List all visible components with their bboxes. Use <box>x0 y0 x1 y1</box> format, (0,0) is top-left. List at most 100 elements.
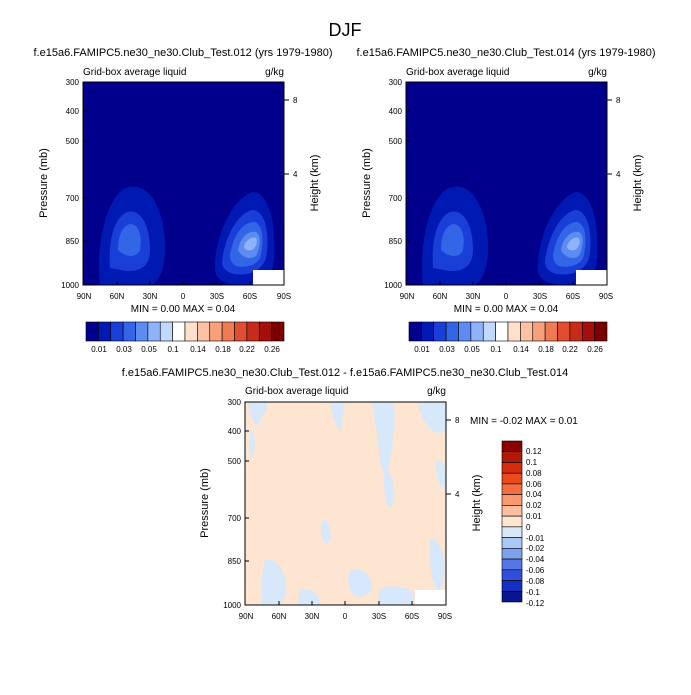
panel-b-ytick-2: 500 <box>389 137 403 146</box>
panel-b-colorbar-swatch-15 <box>594 321 608 342</box>
panel-c-contour-neg-8 <box>321 519 331 544</box>
panel-c-ytick-0: 300 <box>228 398 242 407</box>
panel-b-cbar-label-7: 0.26 <box>587 345 603 354</box>
panel-a-stats: MIN = 0.00 MAX = 0.04 <box>131 304 236 315</box>
panel-b-xtick-5: 60S <box>566 292 580 301</box>
panel-c-ytick-2: 500 <box>228 457 242 466</box>
panel-c-colorbar-swatch-11 <box>501 558 523 571</box>
panel-a-ylabel-right: Height (km) <box>309 155 321 212</box>
panel-a-title: f.e15a6.FAMIPC5.ne30_ne30.Club_Test.012 … <box>33 47 332 59</box>
panel-b-x-ticks: 90N 60N 30N 0 30S 60S 90S <box>400 281 613 301</box>
panel-c-yrtick-1: 4 <box>455 490 460 499</box>
panel-b-xtick-1: 60N <box>433 292 448 301</box>
panel-b-colorbar-swatch-12 <box>557 321 571 342</box>
panel-b-yrtick-0: 8 <box>616 96 621 105</box>
panel-c-contour-neg-1 <box>248 402 268 426</box>
panel-c-y-right-ticks: 8 4 <box>446 416 460 499</box>
panel-a-xtick-2: 30N <box>143 292 158 301</box>
panel-c-ytick-3: 700 <box>228 514 242 523</box>
panel-a-cbar-label-6: 0.22 <box>239 345 255 354</box>
panel-b-ytick-0: 300 <box>389 78 403 87</box>
panel-a-cbar-label-5: 0.18 <box>215 345 231 354</box>
panel-c-cbar-label-8: -0.01 <box>526 534 545 543</box>
panel-b-colorbar-swatch-7 <box>495 321 509 342</box>
panel-b: f.e15a6.FAMIPC5.ne30_ne30.Club_Test.014 … <box>356 47 655 354</box>
panel-b-colorbar-labels: 0.01 0.03 0.05 0.1 0.14 0.18 0.22 0.26 <box>414 345 603 354</box>
panel-b-y-right-ticks: 8 4 <box>607 96 621 179</box>
panel-b-subtitle-right: g/kg <box>588 67 607 78</box>
panel-c-ylabel-right: Height (km) <box>471 475 483 532</box>
panel-b-colorbar-swatch-11 <box>544 321 558 342</box>
panel-c-cbar-label-14: -0.12 <box>526 599 545 608</box>
panel-c-subtitle-left: Grid-box average liquid <box>245 386 348 397</box>
panel-a-ylabel: Pressure (mb) <box>38 148 50 218</box>
panel-b-contour-sh-5 <box>567 237 580 251</box>
panel-c-colorbar-swatch-12 <box>501 569 523 581</box>
panel-c-contour-neg-12 <box>378 586 414 605</box>
panel-b-colorbar-swatch-8 <box>507 321 521 342</box>
panel-b-stats: MIN = 0.00 MAX = 0.04 <box>454 304 559 315</box>
panel-a-cbar-label-7: 0.26 <box>264 345 280 354</box>
panel-a-ytick-2: 500 <box>66 137 80 146</box>
panel-c-stats: MIN = -0.02 MAX = 0.01 <box>470 416 578 427</box>
panel-a-x-ticks: 90N 60N 30N 0 30S 60S 90S <box>77 281 291 301</box>
panel-a-ytick-5: 1000 <box>61 281 79 290</box>
panel-a-colorbar-swatch-4 <box>135 321 149 342</box>
panel-c-colorbar-swatch-8 <box>501 526 523 538</box>
panel-c-colorbar-swatch-3 <box>501 472 523 485</box>
panel-c-colorbar-swatch-9 <box>501 537 523 549</box>
panel-a-cbar-label-1: 0.03 <box>116 345 132 354</box>
panel-c-xtick-0: 90N <box>239 612 254 621</box>
panel-a-xtick-6: 90S <box>277 292 291 301</box>
panel-a-ytick-4: 850 <box>66 237 80 246</box>
panel-b-cbar-label-2: 0.05 <box>464 345 480 354</box>
panel-a-colorbar-labels: 0.01 0.03 0.05 0.1 0.14 0.18 0.22 0.26 <box>91 345 280 354</box>
panel-a-colorbar-swatch-5 <box>147 321 161 342</box>
panel-a-subtitle-left: Grid-box average liquid <box>83 67 186 78</box>
panel-a-yrtick-0: 8 <box>293 96 298 105</box>
panel-b-field <box>406 82 607 285</box>
panel-c-contour-neg-7 <box>436 460 446 490</box>
panel-c-cbar-label-9: -0.02 <box>526 544 545 553</box>
panel-c-cbar-label-2: 0.08 <box>526 469 542 478</box>
panel-c-yrtick-0: 8 <box>455 416 460 425</box>
panel-c-contour-neg-11 <box>348 568 373 597</box>
panel-c-xtick-4: 30S <box>372 612 386 621</box>
panel-c-xtick-2: 30N <box>305 612 320 621</box>
panel-c-cbar-label-6: 0.01 <box>526 512 542 521</box>
panel-b-ytick-4: 850 <box>389 237 403 246</box>
panel-a-colorbar-swatch-2 <box>110 321 124 342</box>
panel-b-cbar-label-1: 0.03 <box>439 345 455 354</box>
panel-a-cbar-label-3: 0.1 <box>167 345 179 354</box>
panel-a-colorbar-swatch-15 <box>271 321 285 342</box>
panel-c-ytick-1: 400 <box>228 427 242 436</box>
panel-c-cbar-label-4: 0.04 <box>526 490 542 499</box>
panel-c: f.e15a6.FAMIPC5.ne30_ne30.Club_Test.012 … <box>122 367 578 621</box>
panel-a-xtick-0: 90N <box>77 292 92 301</box>
panel-c-colorbar-swatch-7 <box>501 515 523 528</box>
panel-b-colorbar-swatch-0 <box>408 321 422 342</box>
panel-a-field <box>83 82 284 285</box>
panel-b-cbar-label-6: 0.22 <box>562 345 578 354</box>
panel-c-cbar-label-5: 0.02 <box>526 501 542 510</box>
panel-a: f.e15a6.FAMIPC5.ne30_ne30.Club_Test.012 … <box>33 47 332 354</box>
panel-c-colorbar-swatch-2 <box>501 462 523 474</box>
panel-b-colorbar-swatch-6 <box>482 321 496 342</box>
panel-b-colorbar-swatch-2 <box>433 321 447 342</box>
panel-b-ytick-3: 700 <box>389 194 403 203</box>
panel-b-colorbar-swatch-14 <box>581 321 595 342</box>
panel-c-colorbar-labels: 0.12 0.1 0.08 0.06 0.04 0.02 0.01 0 -0.0… <box>526 447 545 608</box>
panel-c-y-ticks: 300 400 500 700 850 1000 <box>223 398 249 610</box>
panel-a-cbar-label-0: 0.01 <box>91 345 107 354</box>
panel-c-colorbar-swatch-1 <box>501 451 523 463</box>
panel-c-contour-neg-5 <box>383 470 394 508</box>
panel-b-cbar-label-4: 0.14 <box>513 345 529 354</box>
panel-a-colorbar-swatch-1 <box>98 321 112 342</box>
panel-c-colorbar-swatch-5 <box>501 494 523 506</box>
panel-b-subtitle-left: Grid-box average liquid <box>406 67 509 78</box>
panel-c-cbar-label-11: -0.06 <box>526 566 545 575</box>
panel-a-colorbar <box>85 321 285 342</box>
panel-b-colorbar-swatch-9 <box>520 321 534 342</box>
panel-c-xtick-3: 0 <box>343 612 348 621</box>
